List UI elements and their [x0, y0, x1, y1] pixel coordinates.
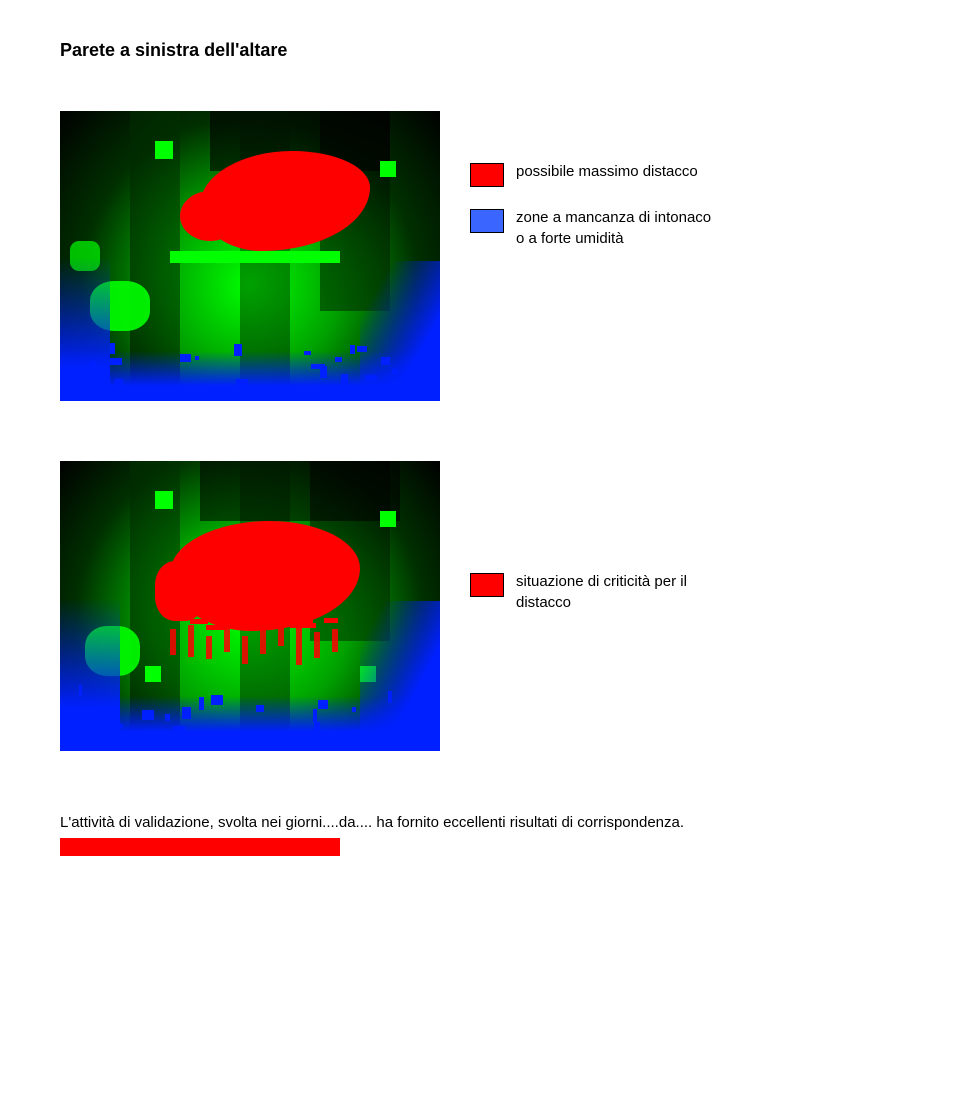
figure-1-row: possibile massimo distacco zone a mancan…	[60, 111, 900, 401]
thermal-layer	[234, 344, 242, 357]
thermal-layer	[173, 726, 186, 738]
thermal-layer	[165, 714, 170, 721]
thermal-layer	[190, 619, 208, 624]
thermal-layer	[290, 619, 313, 624]
thermal-layer	[381, 357, 390, 366]
thermal-layer	[352, 707, 356, 711]
legend-item: situazione di criticità per il distacco	[470, 571, 716, 613]
thermal-layer	[318, 700, 328, 708]
thermal-layer	[77, 732, 89, 739]
validation-paragraph: L'attività di validazione, svolta nei gi…	[60, 811, 900, 859]
thermal-layer	[98, 710, 106, 717]
thermal-image-1	[60, 111, 440, 401]
thermal-layer	[206, 636, 212, 659]
thermal-layer	[114, 724, 123, 729]
thermal-layer	[115, 379, 123, 392]
swatch-blue	[470, 209, 504, 233]
thermal-layer	[79, 685, 83, 696]
thermal-layer	[296, 627, 302, 665]
thermal-layer	[170, 251, 340, 263]
thermal-layer	[314, 722, 319, 731]
thermal-layer	[90, 361, 96, 374]
thermal-layer	[314, 632, 320, 658]
thermal-layer	[212, 731, 216, 741]
thermal-layer	[60, 241, 110, 401]
thermal-layer	[142, 710, 154, 720]
thermal-layer	[304, 351, 310, 356]
thermal-layer	[110, 343, 115, 354]
thermal-layer	[350, 345, 355, 354]
legend-label: zone a mancanza di intonaco o a forte um…	[516, 207, 716, 249]
swatch-red	[470, 573, 504, 597]
thermal-layer	[110, 358, 122, 365]
thermal-layer	[101, 735, 105, 746]
thermal-layer	[155, 141, 173, 159]
thermal-layer	[155, 491, 173, 509]
thermal-layer	[199, 697, 204, 710]
thermal-layer	[380, 161, 396, 177]
legend-2: situazione di criticità per il distacco	[470, 571, 716, 613]
legend-item: possibile massimo distacco	[470, 161, 716, 187]
thermal-layer	[82, 380, 93, 392]
legend-1: possibile massimo distacco zone a mancan…	[470, 161, 716, 249]
thermal-layer	[200, 461, 400, 521]
thermal-layer	[396, 737, 400, 745]
thermal-layer	[180, 191, 240, 241]
thermal-layer	[335, 357, 341, 362]
thermal-layer	[341, 374, 348, 385]
thermal-layer	[188, 625, 194, 657]
thermal-layer	[236, 379, 248, 393]
thermal-layer	[357, 346, 367, 352]
thermal-layer	[278, 626, 284, 646]
thermal-layer	[256, 705, 264, 713]
thermal-layer	[170, 629, 176, 655]
thermal-layer	[380, 511, 396, 527]
legend-label: situazione di criticità per il distacco	[516, 571, 716, 613]
thermal-layer	[313, 709, 317, 722]
thermal-layer	[424, 710, 433, 714]
legend-item: zone a mancanza di intonaco o a forte um…	[470, 207, 716, 249]
thermal-layer	[392, 369, 398, 374]
thermal-image-2	[60, 461, 440, 751]
redaction-bar	[60, 838, 340, 856]
thermal-layer	[260, 624, 266, 653]
thermal-layer	[60, 581, 120, 751]
thermal-layer	[195, 356, 200, 360]
thermal-layer	[184, 736, 193, 745]
legend-label: possibile massimo distacco	[516, 161, 698, 182]
thermal-layer	[349, 730, 359, 738]
thermal-layer	[206, 625, 227, 630]
thermal-layer	[211, 695, 223, 706]
thermal-layer	[234, 733, 245, 745]
thermal-layer	[82, 721, 87, 732]
thermal-layer	[242, 636, 248, 663]
thermal-layer	[320, 366, 327, 378]
thermal-layer	[180, 354, 191, 361]
thermal-layer	[332, 629, 338, 652]
thermal-layer	[324, 618, 338, 623]
paragraph-text: L'attività di validazione, svolta nei gi…	[60, 814, 684, 831]
thermal-layer	[360, 601, 440, 751]
page-title: Parete a sinistra dell'altare	[60, 40, 900, 61]
thermal-layer	[365, 375, 377, 381]
thermal-layer	[388, 691, 391, 702]
figure-2-row: situazione di criticità per il distacco	[60, 461, 900, 751]
thermal-layer	[145, 666, 161, 682]
swatch-red	[470, 163, 504, 187]
thermal-layer	[182, 707, 191, 719]
thermal-layer	[154, 732, 160, 745]
thermal-layer	[155, 561, 205, 621]
